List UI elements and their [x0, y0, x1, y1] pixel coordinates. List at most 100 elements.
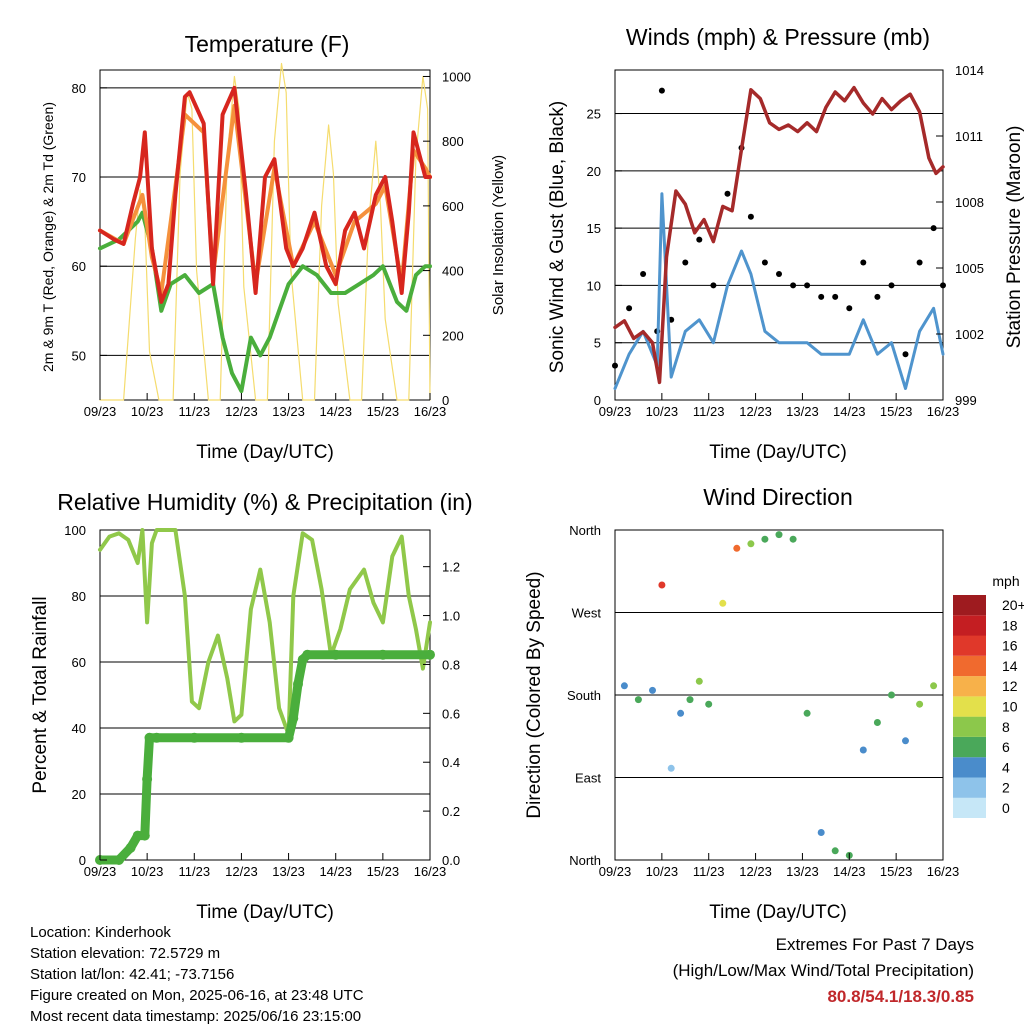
- direction-grid: [615, 529, 943, 861]
- direction-y-ticks-left: North East South West North: [567, 523, 622, 868]
- direction-point: [634, 696, 642, 704]
- y-tick-label: 80: [72, 81, 86, 96]
- direction-legend: 0 2 4 6 8 10 12 14 16 18 20+: [953, 595, 1024, 818]
- direction-panel: Wind Direction 09/23 10/23 11/23 12/23 13/23…: [524, 484, 1024, 923]
- temperature-series: [98, 62, 432, 401]
- x-tick-label: 09/23: [599, 864, 632, 879]
- station-location: Location: Kinderhook: [30, 924, 171, 941]
- direction-point: [817, 829, 825, 836]
- winds-y-label-right: Station Pressure (Maroon): [1004, 126, 1024, 349]
- gust-point: [761, 259, 768, 266]
- direction-point: [775, 531, 783, 539]
- x-tick-label: 09/23: [84, 404, 117, 419]
- direction-title: Wind Direction: [703, 484, 853, 510]
- direction-point: [831, 847, 839, 855]
- direction-point: [888, 691, 895, 699]
- y-tick-label: North: [569, 853, 601, 868]
- winds-x-label: Time (Day/UTC): [709, 442, 847, 463]
- precip-point: [302, 649, 313, 660]
- humidity-x-ticks: 09/23 10/23 11/23 12/23 13/23 14/23 15/23 16/23: [84, 853, 446, 879]
- temperature-y-ticks-left: 50 60 70 80: [72, 81, 107, 363]
- y-tick-label-right: 0.4: [442, 755, 460, 770]
- x-tick-label: 12/23: [739, 864, 772, 879]
- x-tick-label: 13/23: [272, 864, 305, 879]
- temperature-panel: Temperature (F) 09/23 10/23 11/23 12/23 13/2…: [40, 31, 507, 463]
- precip-point: [132, 830, 143, 841]
- station-latlon: Station lat/lon: 42.41; -73.7156: [30, 966, 235, 983]
- temperature-x-ticks: 09/23 10/23 11/23 12/23 13/23 14/23 15/23 16/23: [84, 393, 446, 419]
- legend-swatch: [953, 595, 986, 616]
- gust-point: [888, 282, 895, 289]
- temperature-y-label-right: Solar Insolation (Yellow): [490, 155, 507, 315]
- direction-point: [719, 599, 727, 607]
- legend-label: 14: [1002, 658, 1018, 674]
- temperature-y-ticks-right: 0 200 400 600 800 1000: [423, 69, 471, 408]
- y-tick-label-right: 999: [955, 393, 977, 408]
- gust-point: [916, 259, 923, 266]
- y-tick-label: 15: [587, 221, 601, 236]
- legend-label: 8: [1002, 719, 1010, 735]
- y-tick-label: 60: [72, 259, 86, 274]
- direction-legend-unit: mph: [992, 573, 1019, 589]
- direction-x-label: Time (Day/UTC): [709, 902, 847, 923]
- extremes-box: Extremes For Past 7 Days (High/Low/Max W…: [673, 932, 974, 1010]
- temperature-title: Temperature (F): [185, 31, 350, 57]
- precip-point: [189, 732, 200, 743]
- y-tick-label-right: 0.6: [442, 706, 460, 721]
- direction-point: [747, 540, 755, 548]
- y-tick-label: 60: [72, 655, 86, 670]
- y-tick-label: 40: [72, 721, 86, 736]
- direction-y-label-left: Direction (Colored By Speed): [524, 571, 545, 818]
- direction-point: [930, 682, 938, 690]
- x-tick-label: 15/23: [880, 404, 913, 419]
- precip-point: [139, 830, 150, 841]
- gust-point: [790, 282, 797, 289]
- precip-point: [288, 713, 299, 724]
- direction-point: [667, 764, 675, 772]
- legend-label: 16: [1002, 638, 1018, 654]
- temperature-x-label: Time (Day/UTC): [196, 442, 334, 463]
- legend-swatch: [953, 655, 986, 677]
- y-tick-label: East: [575, 771, 601, 786]
- legend-swatch: [953, 635, 986, 656]
- legend-swatch: [953, 736, 986, 758]
- gust-point: [682, 259, 689, 266]
- direction-point: [620, 682, 628, 690]
- y-tick-label: North: [569, 523, 601, 538]
- y-tick-label: 20: [72, 787, 86, 802]
- y-tick-label-right: 1005: [955, 261, 984, 276]
- precip-point: [330, 649, 341, 660]
- direction-point: [686, 696, 694, 704]
- gust-point: [940, 282, 946, 289]
- legend-label: 20+: [1002, 597, 1024, 613]
- y-tick-label: 5: [594, 336, 601, 351]
- temp-2m-line: [98, 85, 432, 304]
- y-tick-label: West: [572, 606, 602, 621]
- legend-label: 2: [1002, 780, 1010, 796]
- direction-point: [677, 709, 685, 717]
- gust-point: [696, 236, 703, 243]
- humidity-y-ticks-left: 0 20 40 60 80 100: [64, 523, 107, 868]
- direction-series: [620, 531, 938, 859]
- y-tick-label: 0: [594, 393, 601, 408]
- winds-y-ticks-left: 0 5 10 15 20 25: [587, 107, 622, 408]
- precip-point: [283, 732, 294, 743]
- gust-point: [724, 190, 731, 197]
- x-tick-label: 10/23: [646, 404, 679, 419]
- precip-point: [293, 679, 303, 689]
- legend-label: 18: [1002, 617, 1018, 633]
- gust-point: [860, 259, 867, 266]
- pressure-line: [613, 85, 945, 385]
- humidity-panel: Relative Humidity (%) & Precipitation (i…: [30, 489, 473, 923]
- direction-point: [695, 677, 703, 685]
- precip-point: [377, 649, 388, 660]
- x-tick-label: 10/23: [131, 864, 164, 879]
- gust-point: [874, 293, 881, 300]
- precip-point: [144, 732, 155, 743]
- y-tick-label-right: 0.8: [442, 657, 460, 672]
- x-tick-label: 10/23: [131, 404, 164, 419]
- x-tick-label: 09/23: [599, 404, 632, 419]
- humidity-y-label-left: Percent & Total Rainfall: [30, 596, 51, 793]
- precip-point: [125, 842, 136, 853]
- y-tick-label-right: 600: [442, 199, 464, 214]
